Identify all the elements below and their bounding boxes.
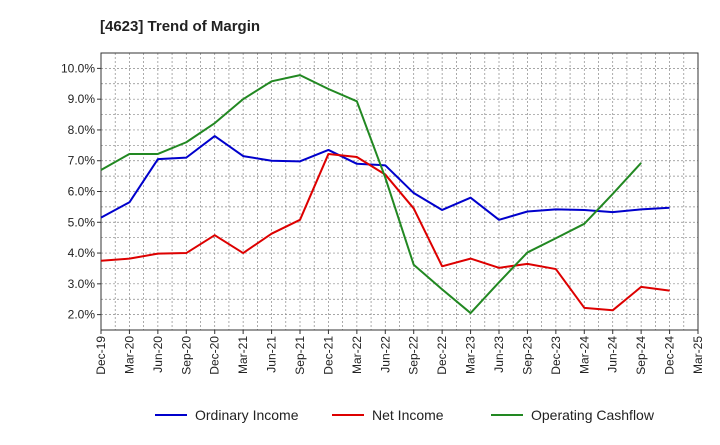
legend-label: Operating Cashflow [531, 407, 655, 423]
chart-title: [4623] Trend of Margin [100, 18, 260, 35]
y-tick-label: 7.0% [68, 154, 96, 168]
y-tick-label: 6.0% [68, 185, 96, 199]
series-line-ordinary-income [100, 135, 670, 221]
x-tick-label: Mar-23 [464, 336, 478, 374]
x-tick-label: Mar-20 [122, 336, 136, 374]
y-tick-label: 10.0% [61, 61, 95, 75]
x-tick-label: Sep-21 [293, 336, 307, 375]
y-tick-label: 5.0% [68, 215, 96, 229]
x-tick-label: Dec-20 [208, 336, 222, 375]
series-layer [100, 74, 670, 315]
legend: Ordinary Income Net Income Operating Cashf… [155, 407, 655, 423]
x-tick-label: Jun-23 [492, 336, 506, 373]
legend-label: Ordinary Income [195, 407, 299, 423]
grid [100, 53, 699, 330]
series-line-operating-cashflow [100, 74, 642, 315]
x-tick-label: Dec-19 [94, 336, 108, 375]
y-axis: 2.0% 3.0% 4.0% 5.0% 6.0% 7.0% 8.0% 9.0% 10.0% [61, 61, 101, 322]
y-tick-label: 4.0% [68, 246, 96, 260]
y-tick-label: 9.0% [68, 92, 96, 106]
x-tick-label: Dec-21 [321, 336, 335, 375]
x-tick-label: Sep-24 [634, 336, 648, 375]
x-tick-label: Sep-20 [179, 336, 193, 375]
x-tick-label: Dec-24 [663, 336, 677, 375]
x-tick-label: Dec-22 [435, 336, 449, 375]
x-tick-label: Jun-24 [606, 336, 620, 373]
y-tick-label: 8.0% [68, 123, 96, 137]
x-tick-label: Jun-21 [265, 336, 279, 373]
legend-label: Net Income [372, 407, 444, 423]
x-tick-label: Mar-22 [350, 336, 364, 374]
x-tick-label: Dec-23 [549, 336, 563, 375]
y-tick-label: 3.0% [68, 277, 96, 291]
x-tick-label: Jun-20 [151, 336, 165, 373]
x-axis: Dec-19 Mar-20 Jun-20 Sep-20 Dec-20 Mar-21 Jun-… [94, 330, 705, 375]
x-tick-label: Jun-22 [378, 336, 392, 373]
series-line-net-income [100, 152, 670, 312]
x-tick-label: Mar-24 [577, 336, 591, 374]
y-tick-label: 2.0% [68, 308, 96, 322]
x-tick-label: Mar-25 [691, 336, 705, 374]
x-tick-label: Sep-23 [520, 336, 534, 375]
x-tick-label: Mar-21 [236, 336, 250, 374]
x-tick-label: Sep-22 [407, 336, 421, 375]
